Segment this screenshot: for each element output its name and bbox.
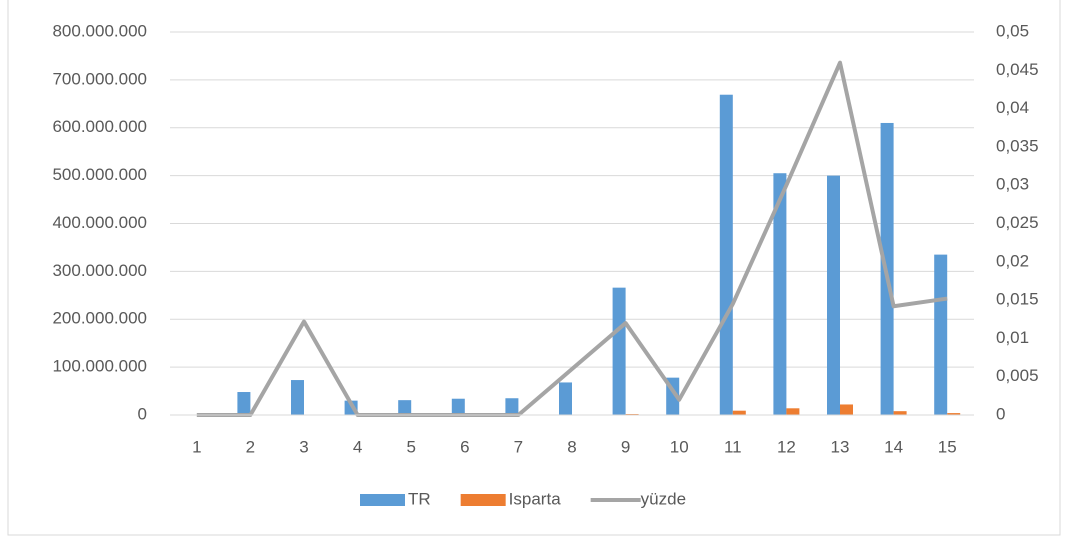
legend-swatch [360,494,405,506]
x-tick-label: 11 [724,437,742,456]
y2-tick-label: 0,045 [996,60,1039,79]
y-tick-label: 800.000.000 [52,21,147,40]
x-tick-label: 4 [353,437,362,456]
bar [612,287,626,415]
x-tick-label: 8 [567,437,576,456]
y2-tick-label: 0,025 [996,213,1039,232]
bar [451,398,465,415]
y2-tick-label: 0 [996,404,1005,423]
x-tick-label: 5 [406,437,415,456]
bar [505,398,519,415]
bar [893,411,907,415]
legend-swatch [460,494,506,506]
bar [773,173,787,415]
legend-label: TR [408,489,431,508]
bar [237,392,251,415]
y2-tick-label: 0,02 [996,251,1029,270]
x-tick-label: 13 [831,437,850,456]
legend-label: Isparta [509,489,562,508]
y-tick-label: 100.000.000 [52,357,147,376]
bar [934,254,948,415]
bar [559,382,572,415]
x-tick-label: 2 [246,437,255,456]
y2-tick-label: 0,01 [996,328,1029,347]
bar [786,408,800,415]
x-tick-label: 12 [777,437,796,456]
y-tick-label: 200.000.000 [52,309,147,328]
bar [827,175,840,415]
line-series [196,60,948,417]
y-tick-label: 600.000.000 [52,117,147,136]
y-tick-label: 700.000.000 [52,69,147,88]
y-tick-label: 500.000.000 [52,165,147,184]
bar [291,380,304,415]
x-tick-label: 6 [460,437,469,456]
bar [947,413,961,415]
y2-tick-label: 0,03 [996,175,1029,194]
x-tick-label: 15 [938,437,957,456]
y2-tick-label: 0,05 [996,21,1029,40]
legend-label: yüzde [641,489,686,508]
x-tick-label: 7 [514,437,523,456]
y2-tick-label: 0,005 [996,366,1039,385]
x-tick-label: 14 [884,437,903,456]
y2-tick-label: 0,015 [996,290,1039,309]
x-tick-label: 3 [299,437,308,456]
y-tick-label: 400.000.000 [52,213,147,232]
y2-tick-label: 0,04 [996,98,1029,117]
bar [398,400,412,415]
y2-tick-label: 0,035 [996,136,1039,155]
y-tick-label: 0 [138,404,147,423]
x-tick-label: 10 [670,437,689,456]
bar [732,410,746,415]
x-tick-label: 9 [621,437,630,456]
bar [840,404,853,415]
y-tick-label: 300.000.000 [52,261,147,280]
bar [719,94,733,415]
x-tick-label: 1 [192,437,201,456]
